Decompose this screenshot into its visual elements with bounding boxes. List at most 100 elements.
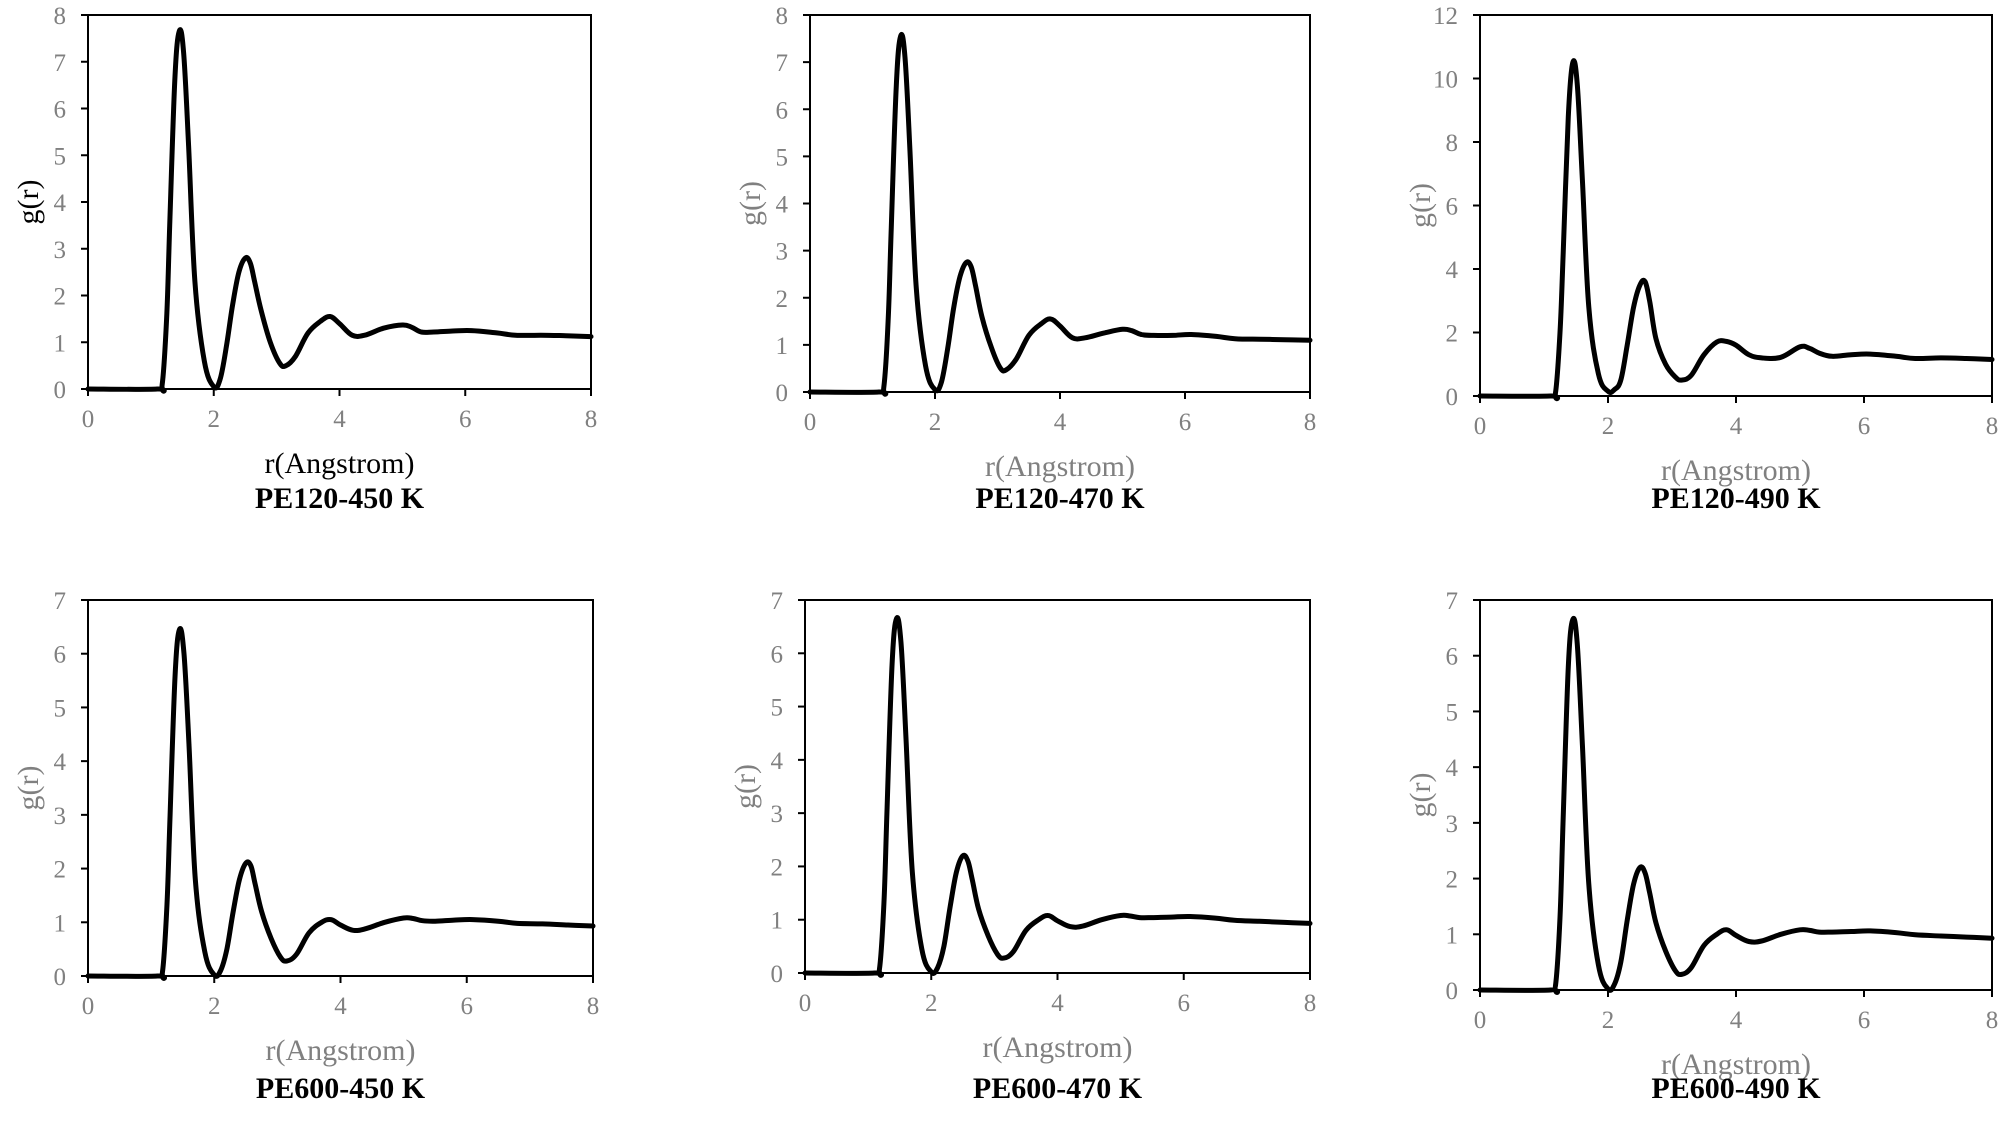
- x-tick-label: 2: [1602, 413, 1615, 440]
- chart-panel-pe120-450: 0 1 2 3 4 5 6 7 8 0 2 4 6 8 r(Angstrom) g(r): [12, 3, 631, 499]
- y-tick-label: 2: [54, 284, 67, 311]
- x-tick-label: 4: [334, 993, 347, 1020]
- panel-caption: PE600-450 K: [255, 1072, 426, 1105]
- x-tick-label: 4: [333, 406, 346, 433]
- x-tick-label: 2: [929, 409, 942, 436]
- x-tick-label: 8: [1304, 409, 1317, 436]
- x-tick-label: 8: [587, 993, 600, 1020]
- y-tick-label: 5: [54, 695, 67, 722]
- x-tick-label: 4: [1054, 409, 1067, 436]
- series-line: [1477, 616, 1995, 995]
- y-tick-label: 2: [771, 854, 784, 881]
- x-tick-label: 6: [1858, 413, 1871, 440]
- chart-pe600-450-k: 0 1 2 3 4 5 6 7 0 2 4 6 8 r(Angstrom) g(r): [12, 588, 599, 1067]
- y-tick-label: 7: [771, 588, 784, 615]
- y-tick-label: 3: [54, 237, 67, 264]
- y-tick-label: 1: [54, 910, 67, 937]
- x-axis-label: r(Angstrom): [266, 1034, 416, 1067]
- y-axis-label: g(r): [1404, 773, 1437, 818]
- x-axis-label: r(Angstrom): [983, 1031, 1133, 1064]
- y-tick-label: 8: [776, 3, 789, 30]
- y-tick-label: 5: [776, 144, 789, 171]
- x-tick-label: 2: [208, 406, 221, 433]
- y-tick-label: 4: [771, 748, 784, 775]
- plot-frame: [1479, 14, 1993, 397]
- panel-caption: PE600-490 K: [1651, 1072, 1821, 1105]
- chart-panel-pe600-470: 0 1 2 3 4 5 6 7 0 2 4 6 8 r(Angstrom) g(r): [729, 588, 1350, 1083]
- y-tick-label: 6: [771, 641, 784, 668]
- x-tick-label: 2: [208, 993, 221, 1020]
- y-tick-label: 5: [54, 143, 67, 170]
- y-tick-label: 6: [54, 642, 67, 669]
- panel-caption: PE600-470 K: [972, 1072, 1143, 1105]
- chart-panel-pe600-450: 0 1 2 3 4 5 6 7 0 2 4 6 8 r(Angstrom) g(r): [12, 588, 633, 1086]
- y-tick-label: 4: [776, 192, 789, 219]
- x-tick-label: 6: [1178, 990, 1191, 1017]
- x-tick-label: 2: [925, 990, 938, 1017]
- y-tick-label: 4: [1446, 257, 1459, 284]
- y-tick-label: 7: [1446, 588, 1459, 615]
- y-tick-label: 7: [776, 50, 789, 77]
- x-tick-label: 0: [82, 993, 95, 1020]
- x-tick-label: 0: [1474, 1007, 1487, 1034]
- x-tick-label: 2: [1602, 1007, 1615, 1034]
- chart-pe120-490-k: 0 2 4 6 8 10 12 0 2 4 6 8 r(Angstrom) g(r): [1404, 3, 1998, 487]
- chart-panel-pe120-470: 0 1 2 3 4 5 6 7 8 0 2 4 6 8 r(Angstrom) g(r): [734, 3, 1350, 502]
- chart-pe120-450-k: 0 1 2 3 4 5 6 7 8 0 2 4 6 8 r(Angstrom) g(r): [12, 3, 597, 480]
- x-tick-label: 0: [804, 409, 817, 436]
- series-line: [85, 626, 596, 981]
- chart-pe600-490-k: 0 1 2 3 4 5 6 7 0 2 4 6 8 r(Angstrom) g(r): [1404, 588, 1998, 1081]
- x-tick-label: 8: [1304, 990, 1317, 1017]
- plot-area: 0 1 2 3 4 5 6 7 0 2 4 6 8 r(Angstrom) g(r): [12, 588, 599, 1067]
- y-tick-label: 2: [54, 857, 67, 884]
- y-tick-label: 7: [54, 588, 67, 615]
- y-tick-label: 4: [54, 190, 67, 217]
- y-tick-label: 8: [1446, 130, 1459, 157]
- x-tick-label: 4: [1051, 990, 1064, 1017]
- panel-caption: PE120-490 K: [1651, 482, 1821, 515]
- x-axis-label: r(Angstrom): [1661, 1048, 1811, 1081]
- plot-frame: [1479, 599, 1993, 991]
- plot-area: 0 1 2 3 4 5 6 7 0 2 4 6 8 r(Angstrom) g(r): [729, 588, 1316, 1064]
- y-tick-label: 7: [54, 50, 67, 77]
- chart-panel-pe600-490: 0 1 2 3 4 5 6 7 0 2 4 6 8 r(Angstrom) g(r): [1404, 588, 2000, 1100]
- series-line: [807, 31, 1313, 397]
- y-tick-label: 1: [1446, 922, 1459, 949]
- y-tick-label: 3: [771, 801, 784, 828]
- plot-area: 0 2 4 6 8 10 12 0 2 4 6 8 r(Angstrom) g(r): [1404, 3, 1998, 487]
- panel-caption: PE120-450 K: [254, 482, 425, 515]
- y-tick-label: 4: [1446, 755, 1459, 782]
- chart-pe120-470-k: 0 1 2 3 4 5 6 7 8 0 2 4 6 8 r(Angstrom) g(r): [734, 3, 1317, 483]
- y-tick-label: 0: [1446, 978, 1459, 1005]
- y-axis-label: g(r): [1404, 183, 1437, 228]
- plot-area: 0 1 2 3 4 5 6 7 0 2 4 6 8 r(Angstrom) g(r): [1404, 588, 1998, 1081]
- y-tick-label: 6: [1446, 644, 1459, 671]
- y-tick-label: 6: [776, 97, 789, 124]
- x-axis-label: r(Angstrom): [1661, 454, 1811, 487]
- x-tick-label: 4: [1730, 1007, 1743, 1034]
- x-axis-label: r(Angstrom): [265, 447, 415, 480]
- panel-caption: PE120-470 K: [975, 482, 1145, 515]
- series-line: [802, 615, 1313, 978]
- y-tick-label: 6: [1446, 194, 1459, 221]
- y-tick-label: 6: [54, 97, 67, 124]
- y-tick-label: 0: [54, 964, 67, 991]
- y-tick-label: 1: [776, 333, 789, 360]
- x-tick-label: 6: [1179, 409, 1192, 436]
- x-tick-label: 4: [1730, 413, 1743, 440]
- y-tick-label: 0: [771, 961, 784, 988]
- series-line: [85, 27, 594, 394]
- y-tick-label: 0: [1446, 384, 1459, 411]
- y-axis-label: g(r): [734, 181, 767, 226]
- y-axis-label: g(r): [12, 766, 45, 811]
- y-axis-label: g(r): [729, 764, 762, 809]
- x-axis-label: r(Angstrom): [985, 450, 1135, 483]
- plot-area: 0 1 2 3 4 5 6 7 8 0 2 4 6 8 r(Angstrom) g(r): [12, 3, 597, 480]
- series-line: [1477, 58, 1995, 402]
- y-tick-label: 1: [54, 330, 67, 357]
- y-tick-label: 0: [776, 380, 789, 407]
- y-tick-label: 2: [776, 286, 789, 313]
- x-tick-label: 8: [1986, 413, 1999, 440]
- y-tick-label: 5: [1446, 699, 1459, 726]
